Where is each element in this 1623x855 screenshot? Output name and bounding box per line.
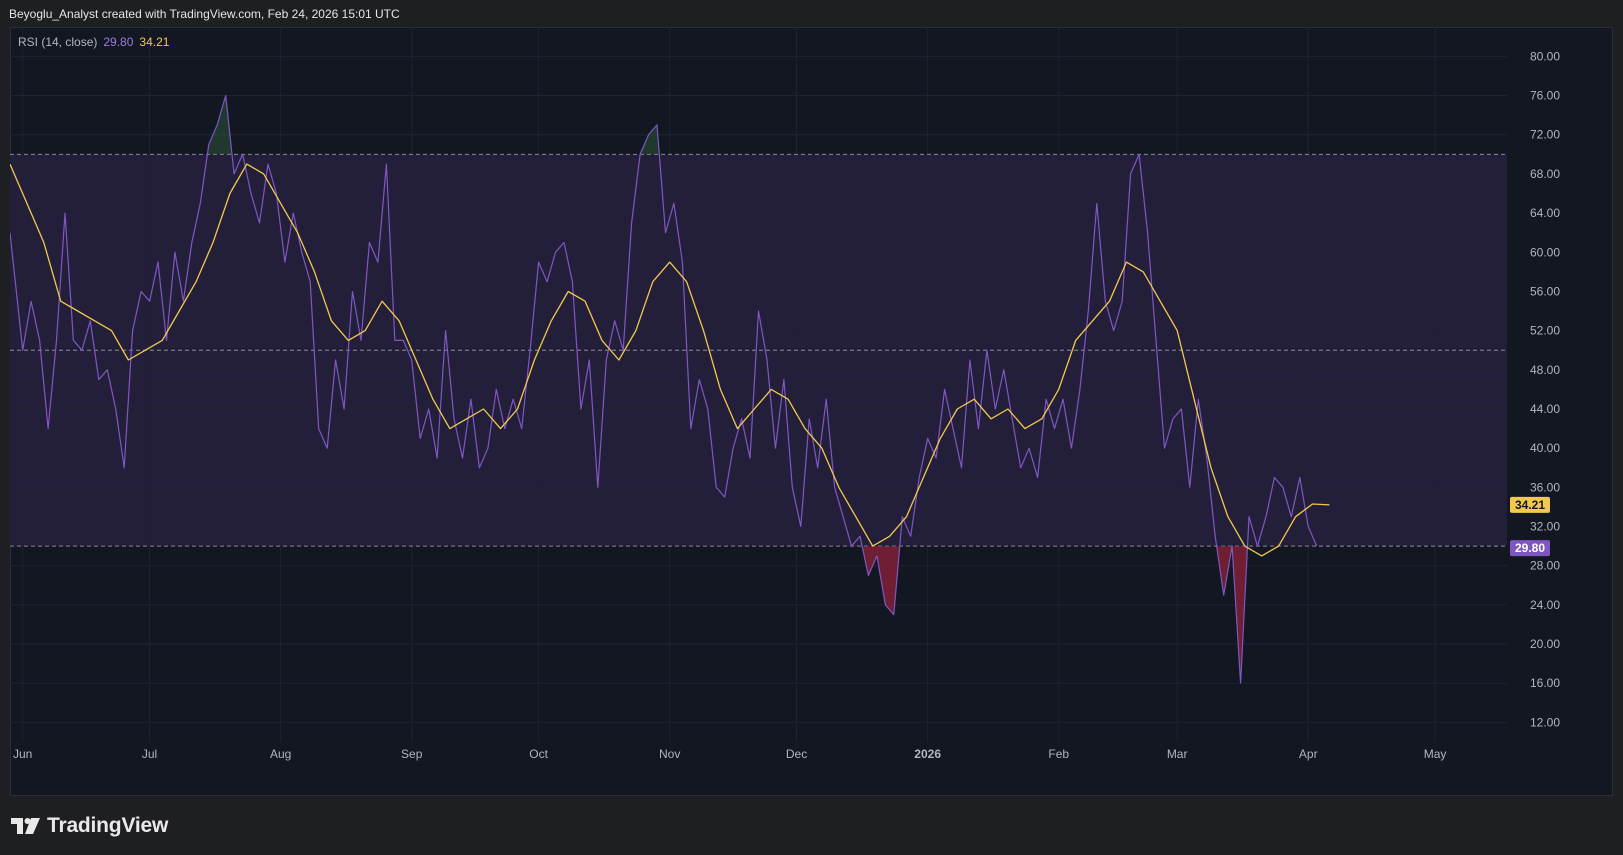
x-tick-label: Sep [401,747,423,761]
y-tick-label: 80.00 [1530,49,1560,63]
axis-layer: 80.00 76.00 72.00 68.00 64.00 60.00 56.00 52.00… [13,49,1560,761]
y-tick-label: 24.00 [1530,598,1560,612]
x-tick-label: Feb [1048,747,1069,761]
rsi-ma-line [10,163,1330,557]
brand-name: TradingView [47,814,169,837]
attribution-text: Beyoglu_Analyst created with TradingView… [9,7,400,21]
y-tick-label: 28.00 [1530,559,1560,573]
x-tick-label: 2026 [914,747,941,761]
rsi-last-value-label-bg [1510,540,1550,557]
indicator-legend[interactable]: RSI (14, close) 29.80 34.21 [18,35,169,49]
y-tick-label: 36.00 [1530,480,1560,494]
ma-last-value-label-bg [1510,496,1550,513]
x-tick-label: May [1424,747,1447,761]
y-tick-label: 72.00 [1530,128,1560,142]
y-tick-label: 20.00 [1530,637,1560,651]
y-tick-label: 56.00 [1530,284,1560,298]
top-bar: Beyoglu_Analyst created with TradingView… [0,0,1623,27]
x-tick-label: Aug [270,747,291,761]
rsi-line [10,95,1318,684]
last-value-markers: 34.21 29.80 [1510,496,1550,557]
x-tick-label: Jul [142,747,157,761]
grid-layer [10,27,1507,742]
y-tick-label: 76.00 [1530,89,1560,103]
x-tick-label: Apr [1299,747,1318,761]
x-tick-label: Nov [659,747,680,761]
rsi-last-value-label: 29.80 [1515,541,1545,555]
y-tick-label: 64.00 [1530,206,1560,220]
y-tick-label: 52.00 [1530,324,1560,338]
y-tick-label: 44.00 [1530,402,1560,416]
rsi-chart[interactable]: 80.00 76.00 72.00 68.00 64.00 60.00 56.00 52.00… [10,27,1613,796]
y-tick-label: 32.00 [1530,520,1560,534]
y-tick-label: 60.00 [1530,245,1560,259]
y-tick-label: 16.00 [1530,676,1560,690]
y-tick-label: 12.00 [1530,715,1560,729]
x-tick-label: Dec [786,747,807,761]
y-tick-label: 68.00 [1530,167,1560,181]
footer-logo[interactable]: TradingView [11,814,168,838]
ma-last-value-label: 34.21 [1515,498,1545,512]
x-tick-label: Oct [529,747,548,761]
x-tick-label: Jun [13,747,32,761]
rsi-legend-value: 29.80 [103,35,134,49]
tradingview-logo-icon [11,818,40,834]
series-layer [10,95,1330,684]
x-tick-label: Mar [1167,747,1188,761]
ma-legend-value: 34.21 [139,35,170,49]
y-tick-label: 48.00 [1530,363,1560,377]
indicator-title: RSI (14, close) [18,35,98,49]
y-tick-label: 40.00 [1530,441,1560,455]
